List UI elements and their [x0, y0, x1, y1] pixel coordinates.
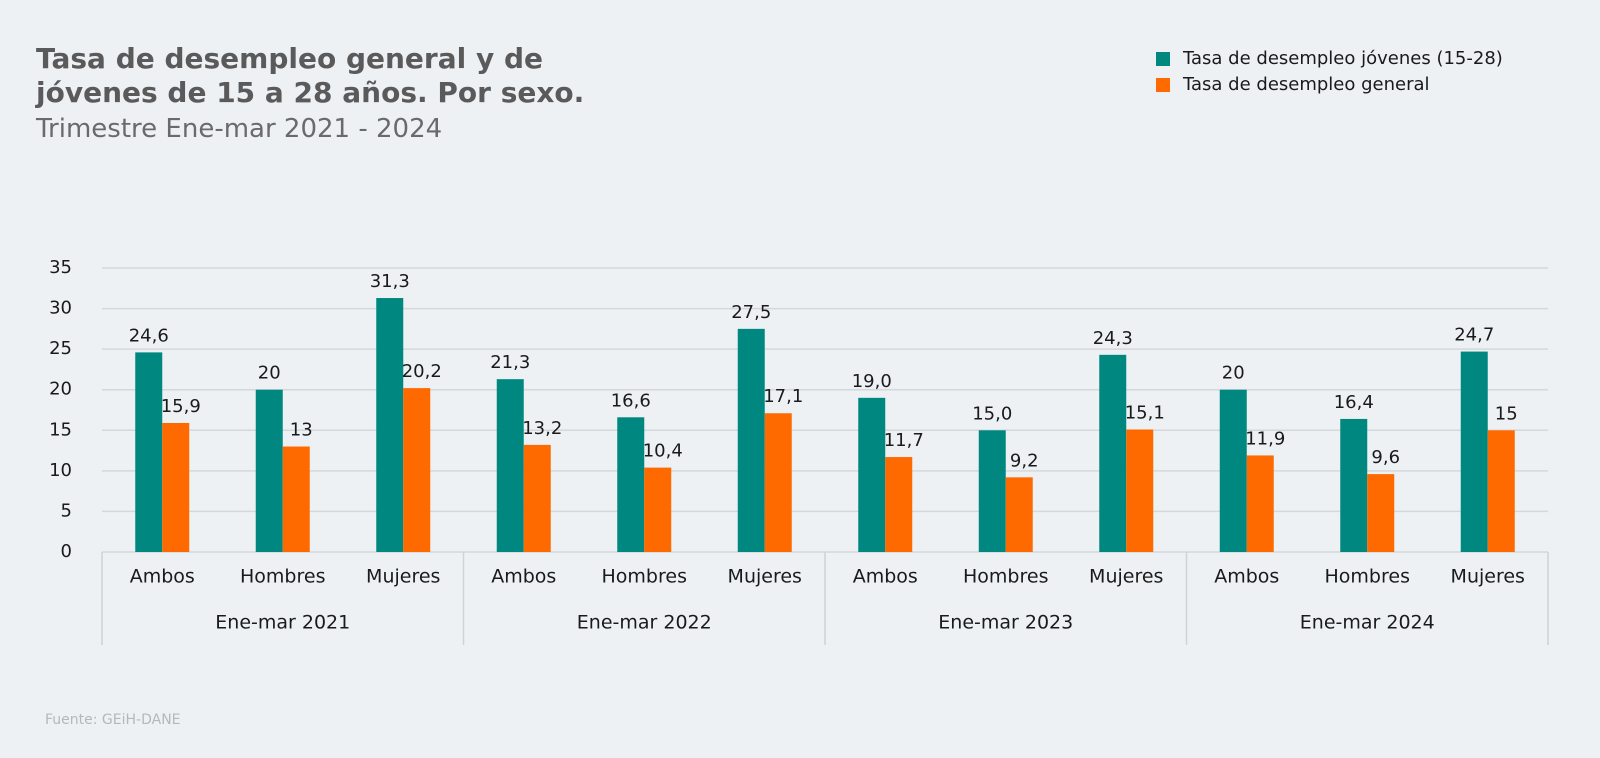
x-tick-label: Mujeres — [1089, 566, 1163, 588]
data-label: 20,2 — [402, 361, 442, 382]
x-tick-label: Ambos — [1214, 566, 1279, 588]
bar — [1367, 474, 1395, 552]
bar — [523, 444, 551, 552]
data-label: 20 — [1222, 363, 1245, 384]
data-label: 24,6 — [129, 325, 169, 346]
bar — [764, 413, 792, 552]
y-tick-label: 30 — [49, 298, 72, 319]
bar — [135, 352, 163, 552]
data-label: 16,6 — [611, 390, 651, 411]
bar — [496, 379, 524, 552]
bar — [1126, 429, 1154, 552]
legend-label: Tasa de desempleo jóvenes (15-28) — [1182, 48, 1503, 69]
y-tick-label: 25 — [49, 338, 72, 359]
chart-title: Tasa de desempleo general y de jóvenes d… — [36, 42, 585, 109]
data-label: 27,5 — [731, 302, 771, 323]
y-tick-label: 20 — [49, 379, 72, 400]
data-label: 16,4 — [1334, 392, 1374, 413]
bar — [255, 389, 283, 552]
bar — [1460, 351, 1488, 552]
bar — [1246, 455, 1274, 552]
x-tick-label: Ambos — [130, 566, 195, 588]
bar — [978, 430, 1006, 552]
data-label: 24,7 — [1454, 325, 1494, 346]
x-tick-label: Ambos — [853, 566, 918, 588]
data-label: 13,2 — [522, 418, 562, 439]
source-note: Fuente: GEiH-DANE — [45, 712, 181, 728]
bar — [403, 388, 431, 552]
data-label: 21,3 — [490, 352, 530, 373]
x-tick-label: Mujeres — [366, 566, 440, 588]
data-label: 9,2 — [1010, 450, 1039, 471]
legend-label: Tasa de desempleo general — [1182, 74, 1430, 95]
y-tick-label: 15 — [49, 419, 72, 440]
x-tick-label: Hombres — [240, 566, 325, 588]
bar — [376, 298, 404, 552]
y-tick-label: 5 — [61, 500, 72, 521]
data-label: 13 — [290, 420, 313, 441]
x-tick-label: Hombres — [963, 566, 1048, 588]
data-label: 15,9 — [161, 396, 201, 417]
x-tick-label: Hombres — [602, 566, 687, 588]
group-label: Ene-mar 2024 — [1300, 612, 1435, 634]
bar — [1219, 389, 1247, 552]
group-label: Ene-mar 2021 — [215, 612, 350, 634]
bar — [1099, 354, 1127, 552]
data-label: 15,1 — [1125, 402, 1165, 423]
bar — [1340, 418, 1368, 552]
bar — [644, 467, 672, 552]
data-label: 20 — [258, 363, 281, 384]
x-tick-label: Ambos — [491, 566, 556, 588]
y-tick-label: 10 — [49, 460, 72, 481]
data-label: 11,9 — [1245, 428, 1285, 449]
bar — [1487, 430, 1515, 552]
bar — [858, 397, 886, 552]
data-label: 15,0 — [972, 403, 1012, 424]
data-label: 11,7 — [884, 430, 924, 451]
data-label: 31,3 — [370, 271, 410, 292]
data-label: 24,3 — [1093, 328, 1133, 349]
legend-swatch — [1156, 52, 1170, 66]
chart-subtitle: Trimestre Ene-mar 2021 - 2024 — [36, 114, 443, 144]
group-label: Ene-mar 2022 — [577, 612, 712, 634]
legend-swatch — [1156, 78, 1170, 92]
data-label: 15 — [1495, 403, 1518, 424]
bar — [1005, 477, 1033, 552]
data-label: 17,1 — [763, 386, 803, 407]
x-tick-label: Mujeres — [728, 566, 802, 588]
bar — [282, 446, 310, 552]
x-tick-label: Hombres — [1325, 566, 1410, 588]
data-label: 10,4 — [643, 441, 683, 462]
y-tick-label: 0 — [61, 541, 72, 562]
data-label: 9,6 — [1371, 447, 1400, 468]
group-label: Ene-mar 2023 — [938, 612, 1073, 634]
data-label: 19,0 — [852, 371, 892, 392]
bar — [162, 422, 190, 552]
y-tick-label: 35 — [49, 257, 72, 278]
x-tick-label: Mujeres — [1451, 566, 1525, 588]
bar — [737, 328, 765, 552]
bar — [885, 457, 913, 552]
bar — [617, 417, 645, 552]
